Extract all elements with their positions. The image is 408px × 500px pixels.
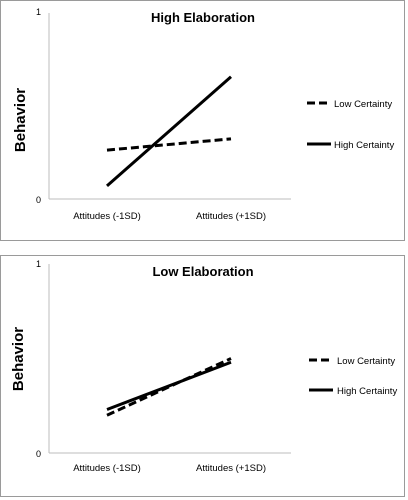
y-tick-label-min: 0 <box>36 449 41 459</box>
x-tick-label-low: Attitudes (-1SD) <box>73 211 141 222</box>
series-line-low-certainty <box>106 357 232 417</box>
chart-svg-high-elaboration: High Elaboration Behavior 1 0 Attitudes … <box>12 7 394 222</box>
series-line-low-certainty <box>106 137 232 152</box>
chart-title: Low Elaboration <box>152 264 253 279</box>
chart-svg-low-elaboration: Low Elaboration Behavior 1 0 Attitudes (… <box>10 259 397 474</box>
chart-panel-high-elaboration: High Elaboration Behavior 1 0 Attitudes … <box>0 0 405 241</box>
legend-label-low-certainty: Low Certainty <box>334 99 392 110</box>
y-axis-label: Behavior <box>10 327 27 391</box>
y-tick-label-max: 1 <box>36 7 41 17</box>
series-line-high-certainty <box>106 75 232 187</box>
chart-panel-low-elaboration: Low Elaboration Behavior 1 0 Attitudes (… <box>0 255 405 497</box>
chart-title: High Elaboration <box>151 10 255 25</box>
legend-label-high-certainty: High Certainty <box>337 386 397 397</box>
y-axis-label: Behavior <box>12 88 29 152</box>
legend-label-high-certainty: High Certainty <box>334 140 394 151</box>
y-tick-label-min: 0 <box>36 195 41 205</box>
legend-label-low-certainty: Low Certainty <box>337 356 395 367</box>
x-tick-label-high: Attitudes (+1SD) <box>196 211 266 222</box>
series-line-high-certainty <box>106 360 232 411</box>
x-tick-label-high: Attitudes (+1SD) <box>196 463 266 474</box>
x-tick-label-low: Attitudes (-1SD) <box>73 463 141 474</box>
y-tick-label-max: 1 <box>36 259 41 269</box>
